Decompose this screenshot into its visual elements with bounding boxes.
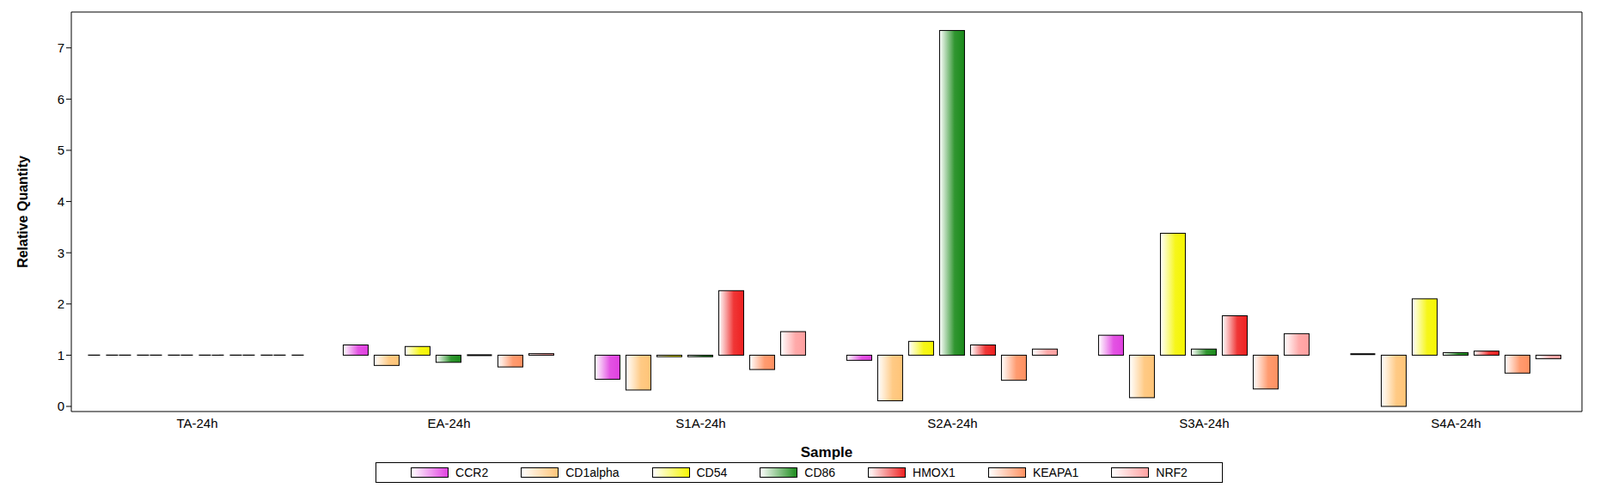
svg-text:5: 5 (57, 142, 65, 158)
svg-text:4: 4 (57, 194, 65, 209)
html-text:CD86: CD86 (804, 465, 836, 480)
svg-text:Sample: Sample (800, 444, 853, 461)
svg-text:1: 1 (57, 348, 65, 363)
svg-text:EA-24h: EA-24h (427, 415, 471, 431)
html-text:KEAPA1: KEAPA1 (1032, 465, 1079, 480)
svg-text:2: 2 (57, 296, 65, 312)
svg-text:0: 0 (57, 398, 65, 414)
svg-text:S2A-24h: S2A-24h (927, 415, 978, 431)
html-text:HMOX1: HMOX1 (912, 465, 956, 480)
svg-text:S3A-24h: S3A-24h (1178, 415, 1229, 431)
html-text:CD1alpha: CD1alpha (565, 465, 620, 480)
svg-text:S4A-24h: S4A-24h (1430, 415, 1481, 431)
svg-text:TA-24h: TA-24h (176, 415, 218, 431)
html-text:CD54: CD54 (696, 465, 728, 480)
svg-text:3: 3 (57, 245, 65, 261)
html-text:NRF2: NRF2 (1156, 465, 1188, 480)
svg-text:7: 7 (57, 40, 65, 55)
html-text:CCR2: CCR2 (455, 465, 489, 480)
svg-text:6: 6 (57, 91, 65, 107)
svg-text:Relative Quantity: Relative Quantity (15, 155, 31, 269)
svg-text:S1A-24h: S1A-24h (675, 415, 726, 431)
